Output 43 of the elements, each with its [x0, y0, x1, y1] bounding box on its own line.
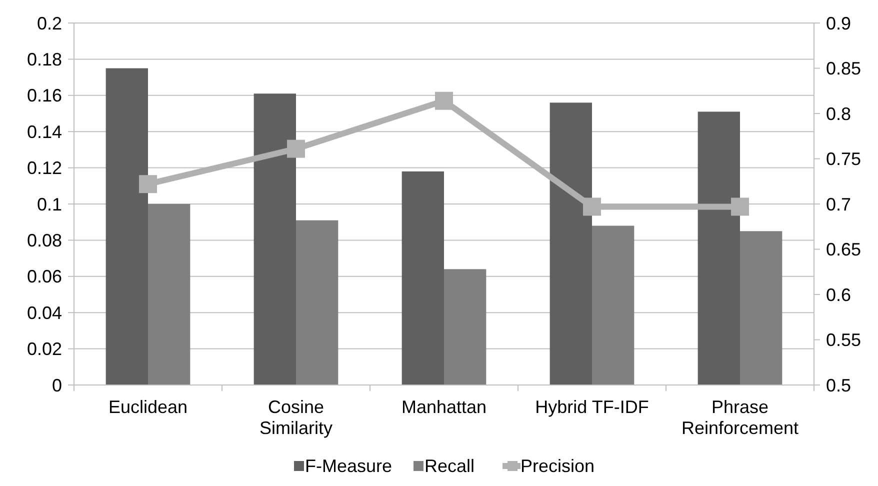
y2-tick-label: 0.85	[826, 58, 862, 79]
legend-label: Recall	[424, 456, 475, 476]
bar	[254, 94, 296, 385]
point	[583, 198, 601, 216]
bar	[148, 204, 190, 385]
point	[139, 175, 157, 194]
legend-label: Precision	[520, 456, 595, 476]
y2-tick-label: 0.6	[826, 284, 852, 305]
y-tick-label: 0.02	[26, 339, 62, 360]
bar	[106, 68, 148, 385]
y-tick-label: 0.2	[36, 13, 62, 34]
bar	[444, 269, 486, 385]
y-tick-label: 0.18	[26, 50, 62, 70]
point	[731, 198, 749, 216]
y-tick-label: 0.04	[26, 302, 62, 323]
y2-tick-label: 0.75	[826, 149, 862, 170]
point	[287, 140, 305, 158]
y-tick-label: 0.1	[36, 194, 62, 214]
y2-tick-label: 0.55	[826, 330, 862, 350]
point	[435, 92, 453, 110]
bar	[296, 220, 338, 385]
y2-tick-label: 0.7	[826, 194, 852, 214]
bar	[550, 102, 592, 385]
y2-tick-label: 0.9	[826, 13, 852, 34]
y2-tick-label: 0.5	[826, 375, 852, 396]
x-tick-label: Phrase Reinforcement	[681, 397, 799, 438]
bar	[402, 171, 444, 385]
y-tick-label: 0.08	[26, 230, 62, 250]
y-tick-label: 0.16	[26, 86, 62, 106]
bar	[698, 112, 740, 385]
y-tick-label: 0.14	[26, 122, 62, 142]
x-tick-label: Manhattan	[401, 397, 487, 417]
y-tick-label: 0	[52, 375, 62, 396]
legend-label: F-Measure	[305, 456, 392, 476]
bar	[740, 231, 782, 385]
y2-tick-label: 0.65	[826, 240, 862, 260]
y-tick-label: 0.12	[26, 158, 62, 178]
y2-tick-label: 0.8	[826, 104, 852, 124]
x-tick-label: Hybrid TF-IDF	[535, 397, 649, 417]
bar	[592, 226, 634, 385]
x-tick-label: Cosine Similarity	[259, 397, 333, 438]
x-tick-label: Euclidean	[108, 397, 188, 417]
y-tick-label: 0.06	[26, 266, 62, 287]
